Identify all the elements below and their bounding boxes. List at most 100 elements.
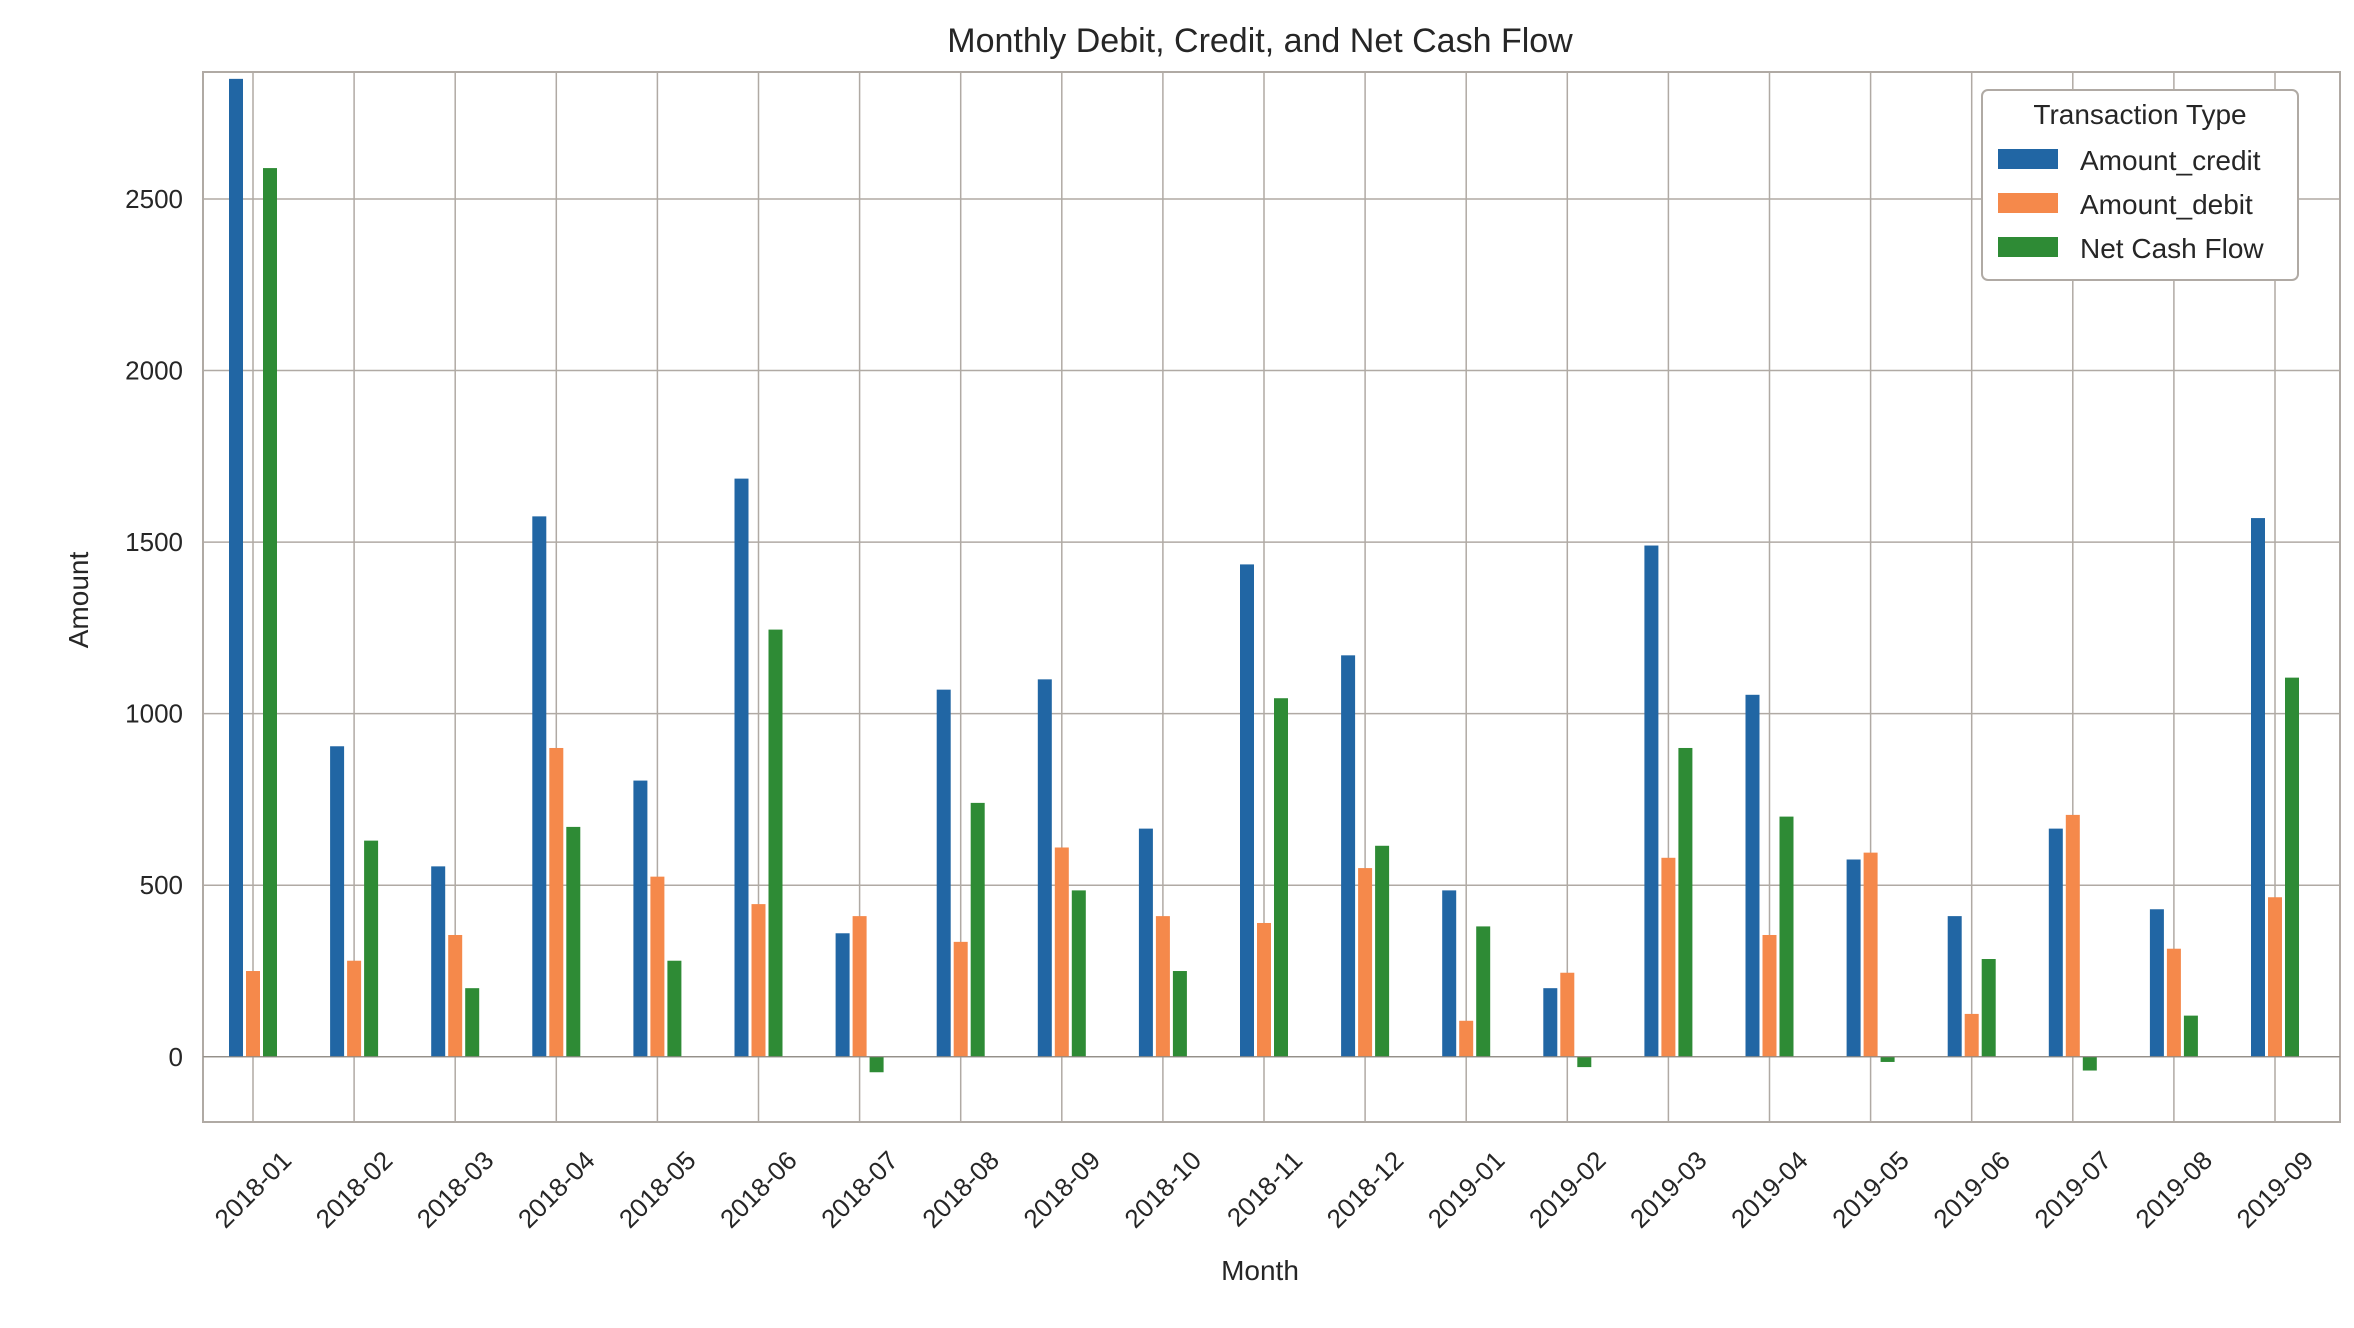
bar-amount-credit xyxy=(835,933,850,1057)
y-tick-label: 2500 xyxy=(125,184,183,214)
bar-net-cash-flow xyxy=(1678,747,1693,1057)
bar-amount-debit xyxy=(953,941,968,1057)
legend-label: Amount_credit xyxy=(2080,145,2261,176)
bar-net-cash-flow xyxy=(364,840,379,1057)
x-tick-label: 2019-03 xyxy=(1624,1145,1713,1234)
bar-amount-debit xyxy=(1054,847,1069,1057)
bar-net-cash-flow xyxy=(263,168,277,1057)
bar-amount-debit xyxy=(1661,857,1676,1057)
y-tick-labels: 0 500 1000 1500 2000 2500 xyxy=(125,184,183,1072)
x-tick-label: 2018-06 xyxy=(714,1145,803,1234)
bar-amount-debit xyxy=(2065,814,2080,1057)
bar-amount-credit xyxy=(2251,518,2265,1057)
bar-net-cash-flow xyxy=(1375,845,1390,1057)
bar-amount-debit xyxy=(2268,897,2282,1057)
legend-swatch xyxy=(1998,149,2058,169)
bar-amount-credit xyxy=(633,780,648,1057)
bar-amount-credit xyxy=(936,689,951,1057)
x-tick-label: 2019-09 xyxy=(2231,1145,2320,1234)
bar-amount-debit xyxy=(1863,852,1878,1057)
x-tick-label: 2018-02 xyxy=(310,1145,399,1234)
x-tick-label: 2018-11 xyxy=(1221,1145,1308,1232)
bar-amount-credit xyxy=(431,866,446,1057)
bar-amount-debit xyxy=(1257,922,1271,1057)
bar-amount-debit xyxy=(1560,972,1575,1057)
bar-amount-credit xyxy=(1644,545,1659,1057)
x-tick-label: 2018-07 xyxy=(815,1145,904,1234)
bar-amount-debit xyxy=(246,971,260,1057)
legend-label: Amount_debit xyxy=(2080,189,2253,220)
bar-amount-credit xyxy=(2149,909,2164,1057)
bar-net-cash-flow xyxy=(1172,971,1187,1057)
x-tick-label: 2019-07 xyxy=(2028,1145,2117,1234)
bar-amount-credit xyxy=(330,746,345,1057)
legend-swatch xyxy=(1998,193,2058,213)
y-tick-label: 1500 xyxy=(125,527,183,557)
legend: Transaction Type Amount_credit Amount_deb… xyxy=(1981,89,2299,281)
x-tick-label: 2019-04 xyxy=(1725,1145,1814,1234)
x-tick-label: 2018-09 xyxy=(1017,1145,1106,1234)
legend-label: Net Cash Flow xyxy=(2080,233,2264,264)
bars-group xyxy=(229,78,2299,1073)
legend-box xyxy=(1981,89,2299,281)
bar-amount-credit xyxy=(1947,916,1962,1057)
bar-net-cash-flow xyxy=(667,960,682,1057)
y-tick-label: 500 xyxy=(140,870,183,900)
bar-net-cash-flow xyxy=(2285,677,2299,1057)
x-tick-label: 2018-04 xyxy=(512,1145,601,1234)
x-tick-label: 2018-10 xyxy=(1118,1145,1207,1234)
legend-swatch xyxy=(1998,237,2058,257)
x-tick-label: 2019-06 xyxy=(1927,1145,2016,1234)
bar-amount-credit xyxy=(1543,988,1558,1057)
x-tick-label: 2019-08 xyxy=(2129,1145,2218,1234)
bar-amount-credit xyxy=(1442,890,1457,1057)
bar-amount-debit xyxy=(347,960,362,1057)
bar-amount-debit xyxy=(1358,868,1373,1057)
bar-net-cash-flow xyxy=(1779,816,1794,1057)
x-tick-label: 2019-01 xyxy=(1422,1145,1511,1234)
bar-amount-credit xyxy=(1846,859,1861,1057)
bar-net-cash-flow xyxy=(970,802,985,1057)
bar-amount-debit xyxy=(852,916,867,1057)
x-tick-label: 2018-03 xyxy=(411,1145,500,1234)
y-axis-label: Amount xyxy=(63,552,94,649)
bar-net-cash-flow xyxy=(1577,1056,1592,1068)
bar-net-cash-flow xyxy=(2183,1015,2198,1057)
bar-amount-credit xyxy=(1037,679,1052,1057)
bar-net-cash-flow xyxy=(566,826,581,1057)
chart-title: Monthly Debit, Credit, and Net Cash Flow xyxy=(947,22,1573,60)
bar-amount-debit xyxy=(751,904,766,1057)
legend-title: Transaction Type xyxy=(2033,99,2246,130)
bar-net-cash-flow xyxy=(1274,698,1288,1057)
plot-area xyxy=(202,71,2341,1123)
bar-amount-credit xyxy=(2048,828,2063,1057)
bar-net-cash-flow xyxy=(869,1056,884,1073)
bar-net-cash-flow xyxy=(768,629,783,1057)
x-tick-labels: 2018-01 2018-02 2018-03 2018-04 2018-05 2018-… xyxy=(209,1145,2320,1234)
x-tick-label: 2018-05 xyxy=(613,1145,702,1234)
bar-amount-credit xyxy=(734,478,749,1057)
bar-net-cash-flow xyxy=(1880,1056,1895,1062)
bar-amount-debit xyxy=(2166,948,2181,1057)
bar-amount-credit xyxy=(1240,564,1254,1057)
y-tick-label: 1000 xyxy=(125,699,183,729)
legend-items: Amount_credit Amount_debit Net Cash Flow xyxy=(1998,145,2264,264)
bar-amount-debit xyxy=(549,747,564,1057)
bar-amount-debit xyxy=(1762,934,1777,1057)
x-tick-label: 2018-08 xyxy=(916,1145,1005,1234)
bar-net-cash-flow xyxy=(1071,890,1086,1057)
y-tick-label: 0 xyxy=(169,1042,183,1072)
bar-net-cash-flow xyxy=(1981,959,1996,1057)
bar-amount-credit xyxy=(1745,694,1760,1057)
bar-amount-debit xyxy=(650,876,665,1057)
bar-amount-debit xyxy=(1459,1020,1474,1057)
bar-net-cash-flow xyxy=(465,988,480,1057)
y-tick-label: 2000 xyxy=(125,356,183,386)
x-tick-label: 2018-01 xyxy=(209,1145,298,1234)
x-tick-label: 2019-05 xyxy=(1826,1145,1915,1234)
bar-amount-credit xyxy=(1138,828,1153,1057)
bar-amount-credit xyxy=(229,78,243,1057)
bar-amount-credit xyxy=(532,516,547,1057)
x-tick-label: 2018-12 xyxy=(1321,1145,1410,1234)
